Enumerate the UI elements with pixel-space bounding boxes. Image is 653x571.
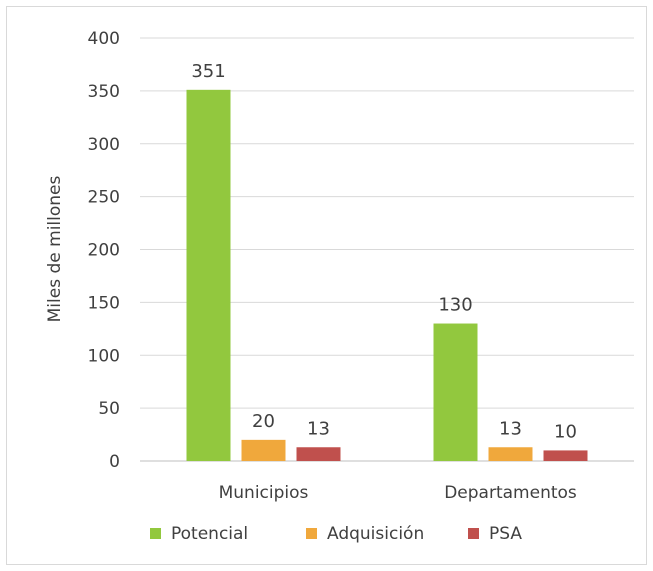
- y-axis-ticks: 0 50 100 150 200 250 300 350 400: [88, 29, 120, 472]
- legend-label: Potencial: [171, 524, 248, 544]
- y-tick-label: 150: [88, 293, 120, 313]
- data-label: 130: [438, 295, 472, 316]
- bar-psa-departamentos: [543, 450, 588, 461]
- bar-adquisici-n-departamentos: [488, 447, 533, 461]
- y-tick-label: 0: [109, 452, 120, 472]
- bar-potencial-municipios: [186, 89, 231, 461]
- bar-adquisici-n-municipios: [241, 439, 286, 461]
- x-category-label: Departamentos: [444, 483, 577, 503]
- data-label: 20: [252, 411, 275, 432]
- legend-swatch: [150, 528, 161, 539]
- legend-swatch: [306, 528, 317, 539]
- data-label: 10: [554, 421, 577, 442]
- legend-label: Adquisición: [327, 524, 424, 544]
- y-tick-label: 250: [88, 188, 120, 208]
- chart-frame: [6, 6, 647, 565]
- data-label: 13: [307, 418, 330, 439]
- data-labels: 351 20 13 130 13 10: [191, 61, 577, 443]
- x-category-label: Municipios: [219, 483, 309, 503]
- data-label: 351: [191, 61, 225, 82]
- legend-swatch: [468, 528, 479, 539]
- y-tick-label: 350: [88, 82, 120, 102]
- y-axis-title: Miles de millones: [45, 176, 65, 323]
- y-tick-label: 400: [88, 29, 120, 49]
- data-label: 13: [499, 418, 522, 439]
- x-axis-categories: Municipios Departamentos: [219, 483, 577, 503]
- y-tick-label: 200: [88, 241, 120, 261]
- y-tick-label: 100: [88, 346, 120, 366]
- legend: Potencial Adquisición PSA: [150, 524, 522, 544]
- legend-label: PSA: [489, 524, 522, 544]
- bar-psa-municipios: [296, 447, 341, 461]
- bars: [186, 89, 588, 461]
- bar-potencial-departamentos: [433, 323, 478, 461]
- y-tick-label: 50: [98, 399, 120, 419]
- y-tick-label: 300: [88, 135, 120, 155]
